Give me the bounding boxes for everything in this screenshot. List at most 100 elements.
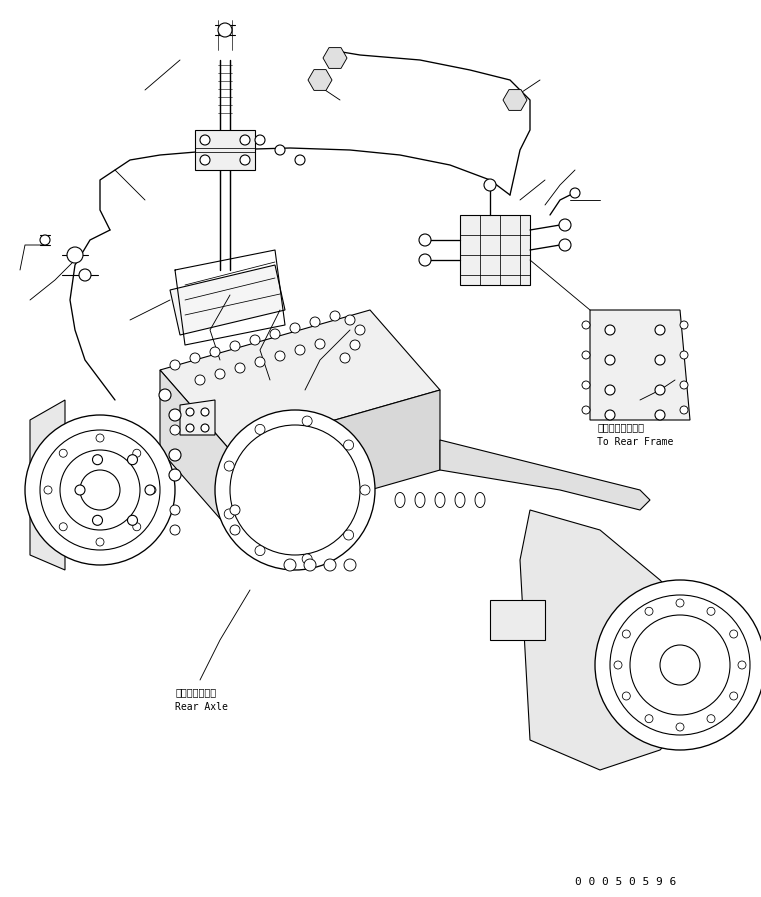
Polygon shape (180, 400, 215, 435)
Circle shape (730, 692, 737, 700)
Circle shape (304, 559, 316, 571)
Circle shape (302, 554, 312, 564)
Polygon shape (327, 51, 343, 65)
Circle shape (230, 505, 240, 515)
Circle shape (75, 485, 85, 495)
Circle shape (170, 505, 180, 515)
Circle shape (340, 353, 350, 363)
Circle shape (655, 355, 665, 365)
Polygon shape (323, 48, 347, 68)
Circle shape (145, 485, 155, 495)
Circle shape (324, 559, 336, 571)
Circle shape (195, 375, 205, 385)
Circle shape (186, 408, 194, 416)
Circle shape (79, 269, 91, 281)
Circle shape (622, 692, 630, 700)
Circle shape (230, 525, 240, 535)
Circle shape (355, 325, 365, 335)
Circle shape (344, 440, 354, 450)
Circle shape (215, 369, 225, 379)
Circle shape (255, 424, 265, 434)
Circle shape (59, 523, 67, 531)
Circle shape (284, 559, 296, 571)
Circle shape (230, 425, 360, 555)
Circle shape (201, 424, 209, 432)
Circle shape (680, 351, 688, 359)
Circle shape (360, 485, 370, 495)
Circle shape (255, 135, 265, 145)
Text: To Rear Frame: To Rear Frame (597, 437, 673, 447)
Circle shape (582, 406, 590, 414)
Circle shape (230, 341, 240, 351)
Circle shape (255, 357, 265, 367)
Circle shape (170, 360, 180, 370)
Circle shape (605, 355, 615, 365)
Circle shape (676, 599, 684, 607)
Circle shape (680, 406, 688, 414)
Circle shape (645, 715, 653, 723)
Polygon shape (170, 265, 285, 335)
Circle shape (235, 363, 245, 373)
Polygon shape (590, 310, 690, 420)
Circle shape (605, 325, 615, 335)
Circle shape (344, 559, 356, 571)
Polygon shape (30, 400, 65, 570)
Circle shape (190, 353, 200, 363)
Circle shape (132, 523, 141, 531)
Circle shape (128, 455, 138, 465)
Polygon shape (507, 93, 523, 107)
Polygon shape (520, 510, 720, 770)
Circle shape (707, 607, 715, 615)
Circle shape (707, 715, 715, 723)
Circle shape (582, 351, 590, 359)
Circle shape (200, 155, 210, 165)
Circle shape (128, 515, 138, 526)
Polygon shape (195, 130, 255, 170)
Polygon shape (308, 70, 332, 91)
Polygon shape (312, 73, 328, 87)
Polygon shape (490, 600, 545, 640)
Circle shape (60, 450, 140, 530)
Circle shape (132, 449, 141, 457)
Circle shape (302, 416, 312, 426)
Circle shape (93, 515, 103, 526)
Circle shape (224, 461, 234, 471)
Circle shape (295, 155, 305, 165)
Circle shape (275, 145, 285, 155)
Circle shape (680, 321, 688, 329)
Circle shape (201, 408, 209, 416)
Circle shape (270, 329, 280, 339)
Circle shape (614, 661, 622, 669)
Circle shape (645, 607, 653, 615)
Circle shape (40, 235, 50, 245)
Circle shape (96, 538, 104, 546)
Circle shape (344, 530, 354, 540)
Circle shape (290, 323, 300, 333)
Circle shape (159, 389, 171, 401)
Circle shape (44, 486, 52, 494)
Circle shape (350, 340, 360, 350)
Circle shape (169, 469, 181, 481)
Circle shape (310, 317, 320, 327)
Circle shape (215, 410, 375, 570)
Circle shape (330, 311, 340, 321)
Circle shape (582, 381, 590, 389)
Circle shape (315, 339, 325, 349)
Circle shape (170, 525, 180, 535)
Circle shape (218, 23, 232, 37)
Circle shape (605, 410, 615, 420)
Circle shape (255, 545, 265, 555)
Circle shape (275, 351, 285, 361)
Circle shape (676, 723, 684, 731)
Circle shape (610, 595, 750, 735)
Circle shape (419, 234, 431, 246)
Circle shape (80, 470, 120, 510)
Circle shape (96, 434, 104, 442)
Text: Rear Axle: Rear Axle (175, 702, 228, 712)
Text: リヤーフレームヘ: リヤーフレームヘ (597, 422, 644, 432)
Circle shape (484, 179, 496, 191)
Circle shape (240, 135, 250, 145)
Circle shape (250, 335, 260, 345)
Circle shape (93, 455, 103, 465)
Polygon shape (460, 215, 530, 285)
